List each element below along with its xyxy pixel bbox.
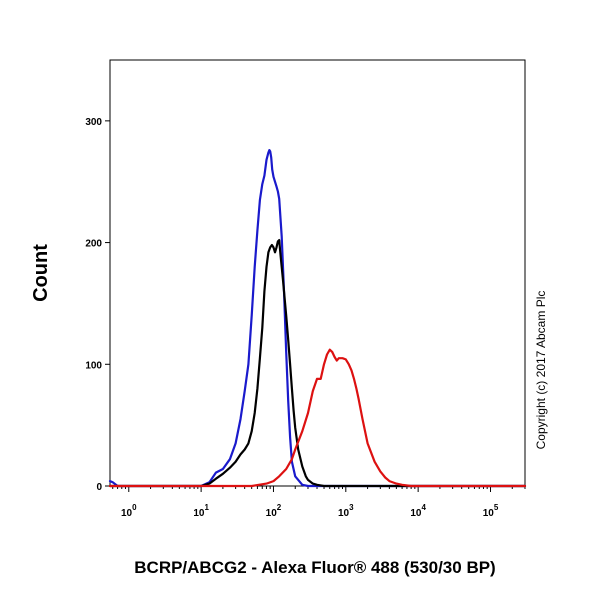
y-tick-label: 200 bbox=[85, 239, 102, 250]
y-tick-label: 100 bbox=[85, 360, 102, 371]
y-tick-label: 300 bbox=[85, 117, 102, 128]
x-tick-label: 104 bbox=[410, 503, 426, 519]
series-line-1 bbox=[108, 239, 527, 488]
x-axis: 100 101 102 103 104 105 bbox=[112, 486, 526, 519]
x-tick-label: 101 bbox=[193, 503, 209, 519]
y-axis-title: Count bbox=[30, 244, 52, 302]
x-axis-title: BCRP/ABCG2 - Alexa Fluor® 488 (530/30 BP… bbox=[134, 558, 495, 577]
copyright-annotation: Copyright (c) 2017 Abcam Plc bbox=[534, 291, 548, 450]
x-tick-label: 102 bbox=[266, 503, 282, 519]
x-tick-label: 105 bbox=[483, 503, 499, 519]
plot-frame bbox=[109, 59, 526, 487]
y-axis: 0 100 200 300 bbox=[85, 117, 110, 493]
x-tick-label: 103 bbox=[338, 503, 354, 519]
histogram-series bbox=[108, 149, 527, 488]
series-line-2 bbox=[108, 348, 527, 488]
y-tick-label: 0 bbox=[96, 482, 102, 493]
x-tick-label: 100 bbox=[121, 503, 137, 519]
